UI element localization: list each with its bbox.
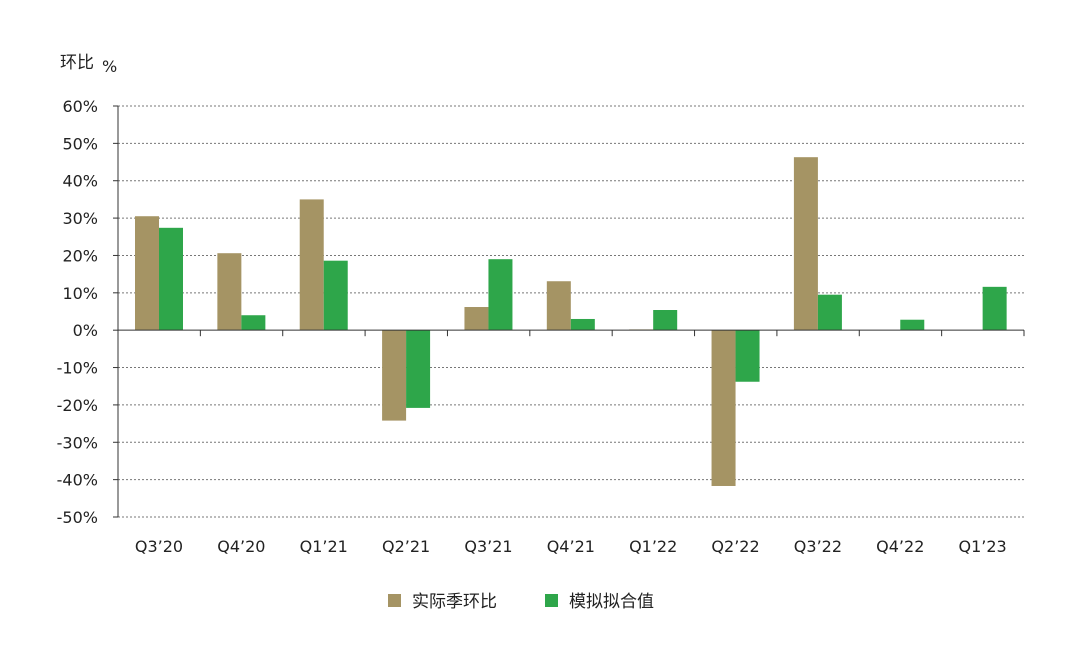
y-tick-label: -30% <box>57 433 98 452</box>
y-tick-label: -40% <box>57 471 98 490</box>
bar-actual <box>464 307 489 331</box>
x-tick-labels: Q3’20 Q4’20 Q1’21 Q2’21 Q3’21 Q4’21 Q1’22 Q2’22… <box>135 537 1007 556</box>
x-tick-label: Q4’20 <box>217 537 265 556</box>
bars <box>135 157 1007 486</box>
bar-fitted <box>406 330 431 408</box>
bar-actual <box>135 216 159 331</box>
bar-fitted <box>159 227 183 331</box>
x-tick-label: Q1’23 <box>959 537 1007 556</box>
bar-fitted <box>900 319 925 331</box>
y-tick-label: 10% <box>62 284 98 303</box>
legend-label: 实际季环比 <box>412 592 497 612</box>
grid-lines <box>118 105 1024 518</box>
x-tick-label: Q3’21 <box>464 537 512 556</box>
y-tick-label: 60% <box>62 97 98 116</box>
y-tick-label: 50% <box>62 134 98 153</box>
y-tick-label: 40% <box>62 172 98 191</box>
y-tick-label: -10% <box>57 359 98 378</box>
legend-swatch <box>388 594 401 607</box>
x-tick-label: Q4’21 <box>547 537 595 556</box>
bar-fitted <box>653 310 678 331</box>
y-tick-label: -20% <box>57 396 98 415</box>
y-tick-label: -50% <box>57 508 98 527</box>
x-tick-label: Q3’20 <box>135 537 183 556</box>
y-tick-label: 0% <box>73 321 98 340</box>
x-tick-label: Q3’22 <box>794 537 842 556</box>
legend: 实际季环比 模拟拟合值 <box>388 592 654 612</box>
bar-fitted <box>735 330 760 382</box>
bar-actual <box>546 281 571 331</box>
axes <box>113 105 1025 518</box>
y-axis-unit: % <box>102 57 117 76</box>
x-tick-label: Q2’21 <box>382 537 430 556</box>
bar-fitted <box>817 294 842 331</box>
bar-actual <box>793 157 818 331</box>
x-tick-label: Q2’22 <box>711 537 759 556</box>
bar-fitted <box>570 318 595 331</box>
bar-fitted <box>241 315 266 331</box>
x-tick-label: Q1’21 <box>300 537 348 556</box>
y-tick-label: 30% <box>62 209 98 228</box>
bar-fitted <box>488 259 513 331</box>
legend-label: 模拟拟合值 <box>569 592 654 612</box>
y-axis-title: 环比 <box>60 53 94 73</box>
x-tick-label: Q4’22 <box>876 537 924 556</box>
bar-actual <box>217 253 242 331</box>
legend-swatch <box>545 594 558 607</box>
bar-actual <box>299 199 324 331</box>
bar-actual <box>711 330 736 486</box>
x-tick-label: Q1’22 <box>629 537 677 556</box>
bar-fitted <box>323 260 348 331</box>
bar-actual <box>382 330 407 421</box>
bar-fitted <box>982 286 1007 331</box>
y-tick-label: 20% <box>62 246 98 265</box>
y-tick-labels: 60% 50% 40% 30% 20% 10% 0% -10% -20% -30% -40% -50% <box>57 97 98 527</box>
